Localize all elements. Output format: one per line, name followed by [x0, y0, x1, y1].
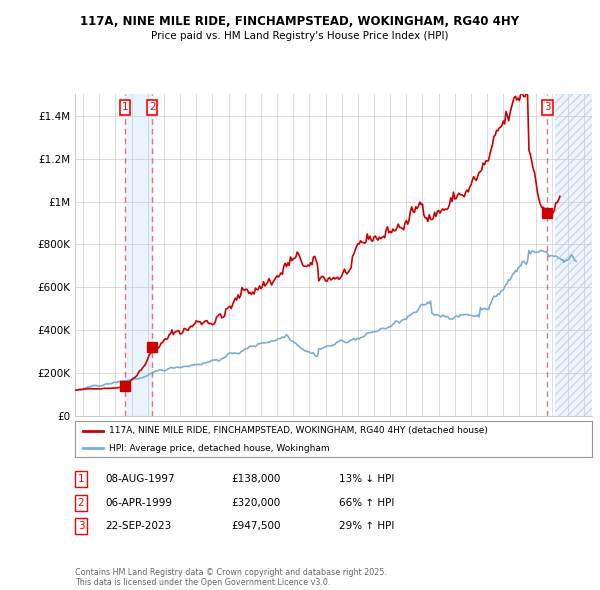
Text: 3: 3	[544, 103, 551, 113]
Text: 13% ↓ HPI: 13% ↓ HPI	[339, 474, 394, 484]
Bar	[555, 94, 592, 416]
Text: 2: 2	[77, 498, 85, 507]
Text: 117A, NINE MILE RIDE, FINCHAMPSTEAD, WOKINGHAM, RG40 4HY (detached house): 117A, NINE MILE RIDE, FINCHAMPSTEAD, WOK…	[109, 427, 487, 435]
Text: 1: 1	[122, 103, 128, 113]
Text: 66% ↑ HPI: 66% ↑ HPI	[339, 498, 394, 507]
Bar	[555, 94, 592, 416]
Text: HPI: Average price, detached house, Wokingham: HPI: Average price, detached house, Woki…	[109, 444, 329, 453]
Text: £320,000: £320,000	[231, 498, 280, 507]
Text: 117A, NINE MILE RIDE, FINCHAMPSTEAD, WOKINGHAM, RG40 4HY: 117A, NINE MILE RIDE, FINCHAMPSTEAD, WOK…	[80, 15, 520, 28]
Text: £947,500: £947,500	[231, 522, 281, 531]
Text: 06-APR-1999: 06-APR-1999	[105, 498, 172, 507]
Text: 08-AUG-1997: 08-AUG-1997	[105, 474, 175, 484]
Text: 3: 3	[77, 522, 85, 531]
Text: 2: 2	[149, 103, 155, 113]
Text: £138,000: £138,000	[231, 474, 280, 484]
Text: 29% ↑ HPI: 29% ↑ HPI	[339, 522, 394, 531]
Bar	[125, 94, 152, 416]
Text: Price paid vs. HM Land Registry's House Price Index (HPI): Price paid vs. HM Land Registry's House …	[151, 31, 449, 41]
Text: 1: 1	[77, 474, 85, 484]
Text: Contains HM Land Registry data © Crown copyright and database right 2025.
This d: Contains HM Land Registry data © Crown c…	[75, 568, 387, 587]
Text: 22-SEP-2023: 22-SEP-2023	[105, 522, 171, 531]
